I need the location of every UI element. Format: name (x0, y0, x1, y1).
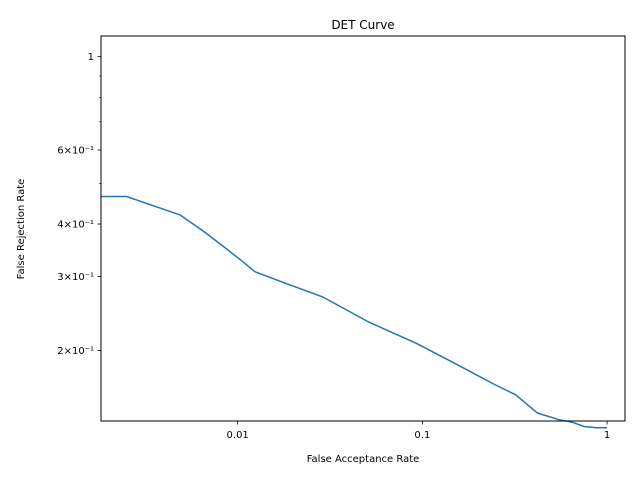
x-tick-label-1: 0.1 (414, 430, 430, 441)
chart-title: DET Curve (331, 18, 394, 32)
y-axis-label: False Rejection Rate (16, 179, 27, 280)
plot-area (101, 195, 608, 429)
x-tick-label-0: 0.01 (227, 430, 249, 441)
series-line-0 (101, 195, 608, 429)
y-tick-label-1: 6×10⁻¹ (57, 145, 94, 156)
y-tick-label-3: 3×10⁻¹ (57, 272, 94, 283)
plot-frame (100, 35, 626, 422)
x-tick-label-2: 1 (604, 430, 610, 441)
y-tick-label-0: 1 (88, 52, 94, 63)
y-tick-label-2: 4×10⁻¹ (57, 220, 94, 231)
y-tick-label-4: 2×10⁻¹ (57, 346, 94, 357)
x-axis-label: False Acceptance Rate (307, 454, 420, 465)
